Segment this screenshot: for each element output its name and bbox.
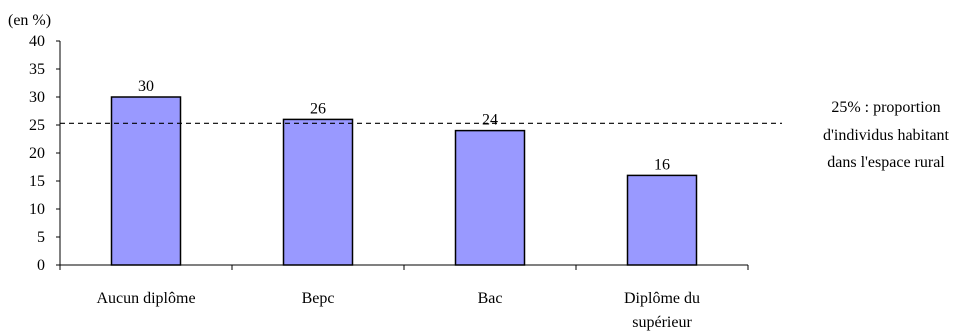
y-tick-label-2: 10 — [29, 201, 45, 218]
category-label-2: Bac — [478, 290, 503, 307]
y-axis-ticks: 0 5 10 15 20 25 30 35 40 — [29, 33, 60, 274]
y-tick-label-7: 35 — [29, 61, 45, 78]
category-label-3-line-0: Diplôme du — [624, 290, 700, 307]
y-tick-label-6: 30 — [29, 89, 45, 106]
category-label-1: Bepc — [302, 290, 335, 307]
y-tick-label-4: 20 — [29, 145, 45, 162]
reference-annotation-line-1: 25% : proportion — [831, 99, 940, 116]
category-label-3-line-1: supérieur — [632, 314, 692, 331]
x-axis-ticks — [59, 265, 749, 270]
bar-0 — [110, 96, 182, 266]
bar-1 — [282, 118, 354, 266]
bar-value-label-2: 24 — [482, 112, 498, 129]
y-tick-label-1: 5 — [37, 229, 45, 246]
bars-group: 30 Aucun diplôme 26 Bepc 24 Bac 16 Diplôme du su… — [96, 78, 700, 331]
reference-annotation-line-3: dans l'espace rural — [827, 154, 945, 171]
category-label-0: Aucun diplôme — [96, 290, 195, 307]
y-tick-label-3: 15 — [29, 173, 45, 190]
reference-annotation-line-2: d'individus habitant — [823, 127, 950, 144]
bar-3 — [626, 174, 698, 266]
bar-2 — [454, 129, 526, 266]
y-tick-label-5: 25 — [29, 117, 45, 134]
y-tick-label-0: 0 — [37, 257, 45, 274]
bar-value-label-1: 26 — [310, 100, 326, 117]
bar-value-label-0: 30 — [138, 78, 154, 95]
y-tick-label-8: 40 — [29, 33, 45, 50]
bar-value-label-3: 16 — [654, 156, 670, 173]
y-unit-label: (en %) — [8, 12, 51, 29]
